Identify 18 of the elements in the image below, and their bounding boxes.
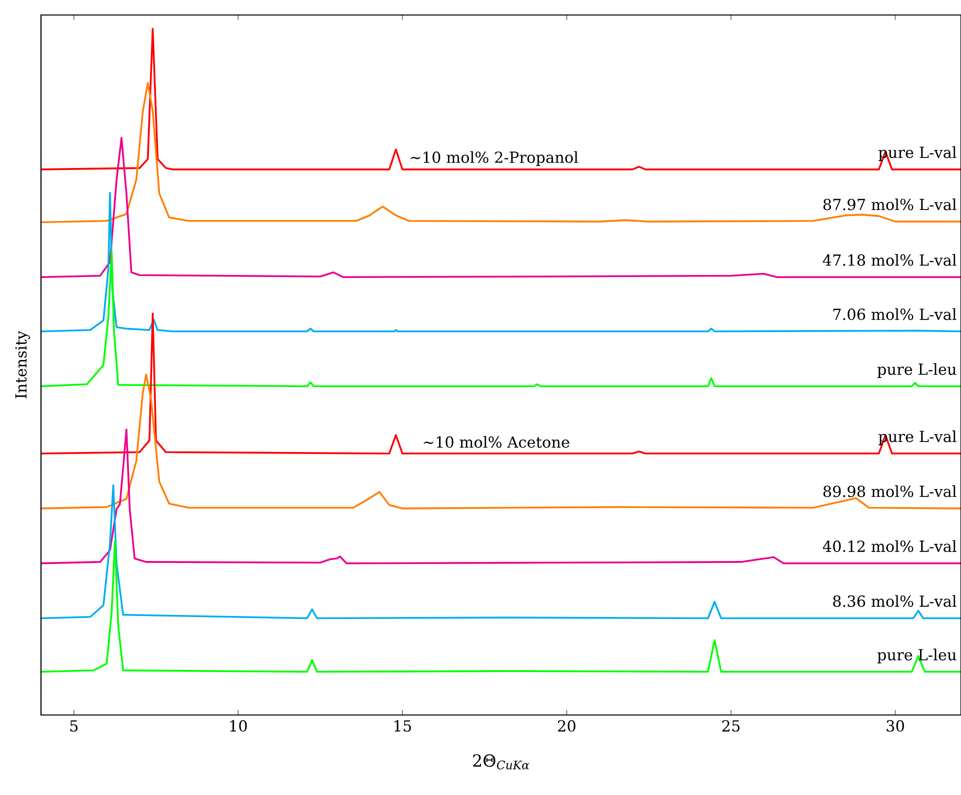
series-label: 89.98 mol% L-val xyxy=(823,485,956,498)
series-label: 87.97 mol% L-val xyxy=(823,198,956,210)
series-label: pure L-leu xyxy=(877,648,956,664)
series-label: 47.18 mol% L-val xyxy=(822,254,956,266)
x-tick-label: 30 xyxy=(886,720,904,732)
x-tick-label: 10 xyxy=(230,720,247,732)
series-label: 7.06 mol% L-val xyxy=(833,308,956,320)
x-tick-label: 25 xyxy=(722,720,740,732)
y-axis-title: Intensity xyxy=(15,330,30,398)
x-tick-label: 15 xyxy=(394,720,411,732)
annotation: ∼10 mol% Acetone xyxy=(424,436,570,448)
annotation: ∼10 mol% 2-Propanol xyxy=(410,151,578,166)
series-label: pure L-leu xyxy=(877,363,956,378)
x-axis-title: 2Θ$_{CuKα}$ xyxy=(473,754,530,770)
x-tick-label: 20 xyxy=(558,720,576,732)
series-label: 40.12 mol% L-val xyxy=(822,540,956,552)
series-label: 8.36 mol% L-val xyxy=(833,595,956,607)
x-tick-label: 5 xyxy=(70,720,78,732)
